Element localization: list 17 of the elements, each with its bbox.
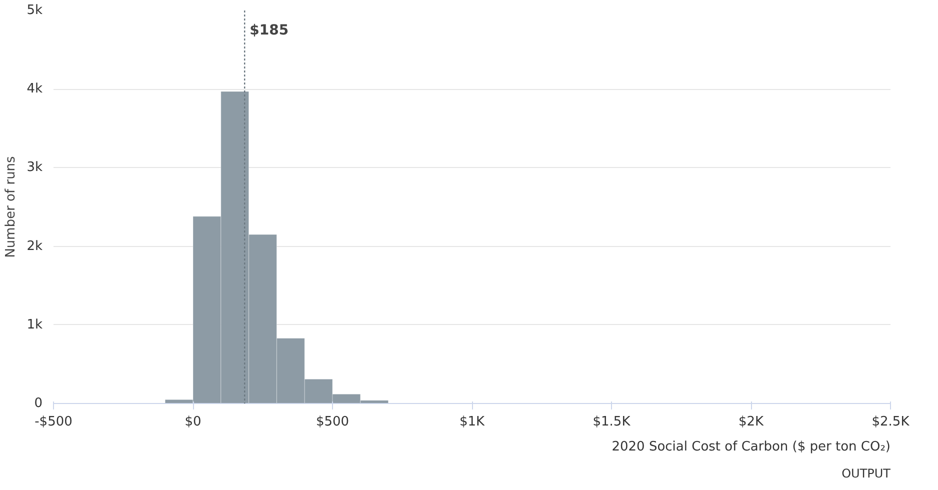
x-tick-label: $1.5K <box>592 414 631 430</box>
y-tick-label: 2k <box>26 238 43 254</box>
x-axis-title: 2020 Social Cost of Carbon ($ per ton CO₂) <box>612 440 891 454</box>
x-tick-label: $500 <box>316 414 350 430</box>
x-tick-label: $2.5K <box>872 414 910 430</box>
x-tick-label: -$500 <box>34 414 72 430</box>
y-tick-label: 1k <box>26 317 43 332</box>
x-tick-label: $1K <box>459 414 486 430</box>
y-tick-label: 0 <box>34 396 43 411</box>
x-tick-label: $0 <box>184 414 202 430</box>
y-axis-title: Number of runs <box>4 156 19 258</box>
text: OUTPUT <box>842 466 892 480</box>
y-tick-label: 4k <box>26 82 43 97</box>
x-tick-label: $2K <box>738 414 764 430</box>
ref-line-label: $185 <box>250 22 289 38</box>
y-tick-label: 5k <box>26 3 43 18</box>
y-tick-label: 3k <box>26 160 43 176</box>
